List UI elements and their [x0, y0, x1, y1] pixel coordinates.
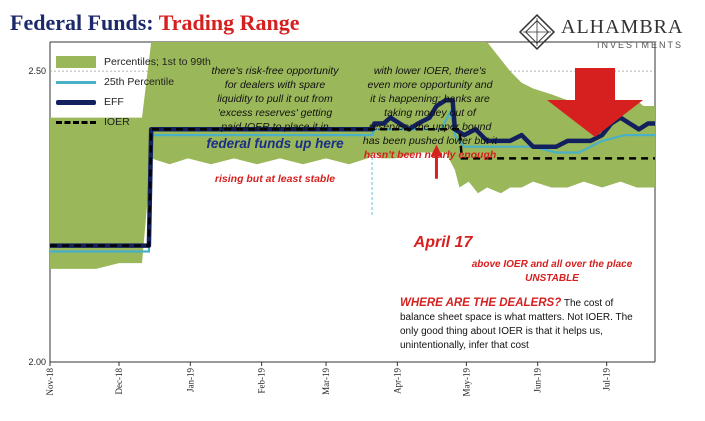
ann2-line: has been pushed lower but it — [362, 135, 498, 147]
legend-swatch-p25 — [56, 80, 96, 84]
legend-swatch-ioer — [56, 120, 96, 124]
percentile-band-area — [50, 42, 655, 269]
diamond-logo-icon — [518, 13, 556, 51]
annotation-arrows — [430, 68, 643, 179]
dealers-first-line: WHERE ARE THE DEALERS? The cost of — [400, 296, 652, 311]
dealers-body-line: only good thing about IOER is that it he… — [400, 326, 603, 337]
legend-label-eff: EFF — [104, 96, 124, 108]
unstable-label: UNSTABLE — [525, 273, 579, 284]
brand-logo: ALHAMBRA INVESTMENTS — [517, 12, 697, 56]
legend-swatch-band — [56, 56, 96, 68]
brand-sub: INVESTMENTS — [597, 40, 684, 50]
legend-label-band: Percentiles; 1st to 99th — [104, 56, 211, 68]
ann1-line: paid IOER to place it in — [221, 121, 329, 133]
annotation-lower-ioer: with lower IOER, there's even more oppor… — [355, 64, 505, 162]
legend: Percentiles; 1st to 99th 25th Percentile… — [56, 52, 211, 132]
annotation-april17: April 17 — [408, 234, 478, 251]
x-tick-label: Nov-18 — [45, 368, 55, 396]
ann1-line: for dealers with spare — [224, 79, 326, 91]
series-25th-percentile — [50, 108, 655, 253]
series-lines — [50, 97, 655, 253]
y-tick-label: 2.50 — [28, 66, 46, 76]
legend-item-band: Percentiles; 1st to 99th — [56, 52, 211, 72]
ann1-emphasis: federal funds up here — [206, 136, 344, 151]
title-part1: Federal Funds: — [10, 10, 154, 35]
legend-swatch-eff — [56, 99, 96, 105]
rising-label: rising but at least stable — [214, 173, 336, 185]
ann2-line: taking money out of — [384, 107, 476, 119]
legend-item-eff: EFF — [56, 92, 211, 112]
ann2-red: hasn't been nearly enough — [363, 149, 497, 161]
above-ioer-label: above IOER and all over the place — [471, 259, 633, 270]
dealers-body-first: The cost of — [563, 298, 614, 309]
dealers-title: WHERE ARE THE DEALERS? — [400, 297, 562, 309]
dealers-body-line: balance sheet space is what matters. Not… — [400, 312, 633, 323]
legend-label-ioer: IOER — [104, 116, 130, 128]
ann2-line: it is happening; banks are — [370, 93, 490, 105]
dealers-body-line: unintentionally, infer that cost — [400, 340, 529, 351]
x-tick-label: May-19 — [461, 368, 471, 397]
april17-arrow-head — [430, 144, 443, 157]
brand-name: ALHAMBRA — [561, 16, 684, 38]
ann2-line: with lower IOER, there's — [373, 65, 487, 77]
page-title: Federal Funds: Trading Range — [10, 10, 300, 36]
percentile-band — [50, 42, 655, 269]
x-tick-label: Apr-19 — [392, 368, 402, 394]
x-tick-label: Jun-19 — [533, 368, 543, 393]
annotation-unstable: above IOER and all over the place UNSTAB… — [462, 258, 642, 286]
annotation-rising: rising but at least stable — [200, 172, 350, 186]
x-tick-label: Mar-19 — [321, 368, 331, 395]
ann1-line: 'excess reserves' getting — [217, 107, 333, 119]
legend-label-p25: 25th Percentile — [104, 76, 175, 88]
y-tick-label: 2.00 — [28, 357, 46, 367]
legend-item-p25: 25th Percentile — [56, 72, 211, 92]
ann1-line: liquidity to pull it out from — [217, 93, 333, 105]
x-tick-label: Dec-18 — [114, 368, 124, 395]
x-tick-label: Jan-19 — [185, 368, 195, 392]
big-down-arrow-icon — [547, 68, 643, 137]
ann2-line: reserves; the upper bound — [368, 121, 492, 133]
x-tick-label: Jul-19 — [602, 368, 612, 391]
april17-label: April 17 — [413, 234, 473, 251]
annotation-dealers: WHERE ARE THE DEALERS? The cost of balan… — [400, 296, 652, 353]
x-tick-label: Feb-19 — [257, 368, 267, 394]
annotation-risk-free: there's risk-free opportunity for dealer… — [200, 64, 350, 151]
ann1-line: there's risk-free opportunity — [211, 65, 339, 77]
title-part2: Trading Range — [158, 10, 300, 35]
ann2-line: even more opportunity and — [367, 79, 493, 91]
legend-item-ioer: IOER — [56, 112, 211, 132]
